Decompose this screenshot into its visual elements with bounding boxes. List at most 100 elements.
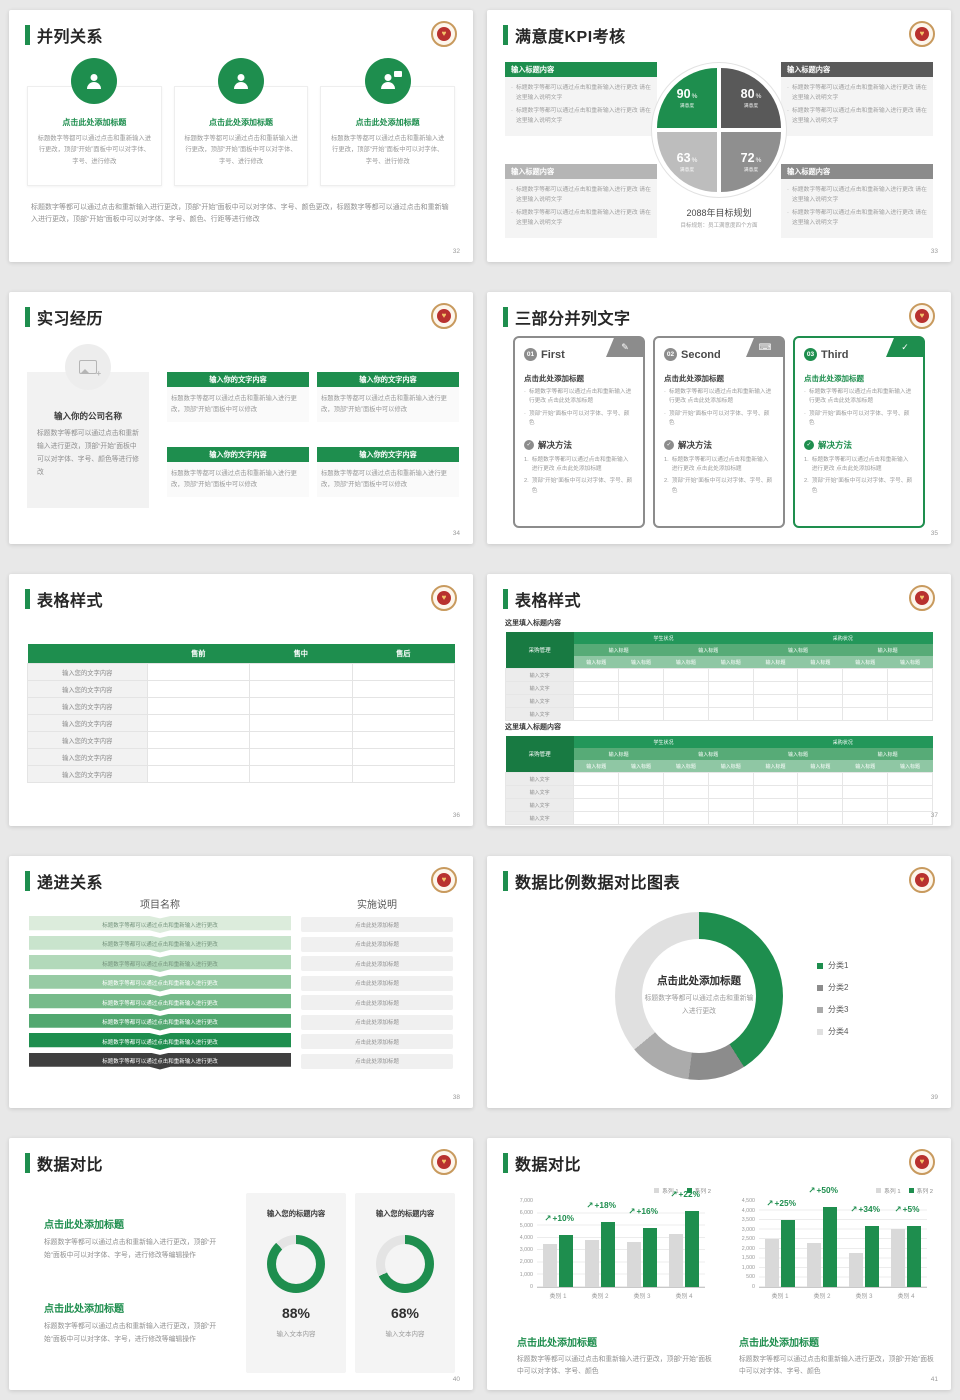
legend-swatch [817, 1006, 823, 1013]
page-title: 表格样式 [515, 593, 582, 610]
chevron-bar: 标题数字等都可以通过点击和重新输入进行更改 [29, 994, 291, 1011]
table-row: 输入文字 [504, 785, 933, 799]
table-row: 输入文字 [504, 707, 933, 721]
person-icon [218, 58, 264, 104]
check-icon: ✓ [804, 439, 814, 450]
sub-header: 输入标题 [797, 656, 843, 669]
legend-item: 分类1 [817, 960, 848, 971]
heart-icon: ♥ [437, 1155, 451, 1169]
card-title: 点击此处添加标题 [62, 118, 127, 127]
bar-group: ↗+34% [843, 1201, 885, 1287]
footer-paragraph: 标题数字等都可以通过点击和重新输入进行更改，顶部“开始”面板中可以对字体、字号、… [31, 204, 449, 224]
heart-icon: ♥ [915, 591, 929, 605]
card-body: 标题数字等都可以通过点击和重新输入进行更改，顶部“开始”面板中可以对字体、字号、… [37, 135, 151, 165]
growth-label: ↗+5% [894, 1203, 920, 1214]
page-title: 并列关系 [37, 29, 104, 46]
sub-header: 输入标题 [573, 656, 619, 669]
note-bar: 点击此处添加标题 [301, 1034, 453, 1049]
kpi-box-top-left: 输入标题内容 标题数字等都可以通过点击和重新输入进行更改 请在这里输入说明文字 … [505, 62, 657, 137]
table-caption: 这里填入标题内容 [505, 620, 561, 627]
up-arrow-icon: ↗ [544, 1213, 552, 1224]
card-body: 标题数字等都可以通过点击和重新输入进行更改，顶部“开始”面板中可以对字体、字号、… [184, 135, 298, 165]
text-box: 输入你的文字内容 标题数字等都可以通过点击和重新输入进行更改，顶部“开始”面板中… [167, 447, 309, 511]
procurement-table: 采购管理 学生状况 采购状况 输入标题 输入标题 输入标题 输入标题 输入标题 输入标题 输入标题… [504, 736, 933, 825]
text-block: 点击此处添加标题 标题数字等都可以通过点击和重新输入进行更改，顶部“开始”面板中… [517, 1338, 712, 1376]
gauge-chart [267, 1235, 325, 1293]
legend-swatch [817, 984, 823, 991]
row-stub: 采购管理 [505, 632, 574, 669]
chevron-list: 标题数字等都可以通过点击和重新输入进行更改 点击此处添加标题 标题数字等都可以通过点… [29, 916, 453, 1072]
page-title: 数据对比 [37, 1157, 104, 1174]
y-axis: 0 1,000 2,000 3,000 4,000 5,000 6,000 7,000 [519, 1198, 533, 1290]
bar-series2 [907, 1225, 921, 1287]
page-number: 32 [452, 248, 460, 255]
table-row: 输入文字 [504, 798, 933, 812]
feature-cards: 点击此处添加标题 标题数字等都可以通过点击和重新输入进行更改，顶部“开始”面板中… [27, 58, 456, 186]
chevron-bar: 标题数字等都可以通过点击和重新输入进行更改 [29, 1033, 291, 1050]
slide-40-data-comparison-gauges[interactable]: 数据对比 ♥ 点击此处添加标题 标题数字等都可以通过点击和重新输入进行更改，顶部… [9, 1138, 473, 1390]
table-row: 输入您的文字内容 [27, 680, 456, 698]
sub-header: 输入标题 [753, 656, 798, 669]
pie-slice: 90 满意度 [657, 68, 717, 128]
feature-card: 点击此处添加标题 标题数字等都可以通过点击和重新输入进行更改，顶部“开始”面板中… [320, 58, 456, 186]
heart-icon: ♥ [915, 873, 929, 887]
clipboard-pencil-icon: ✎ [606, 337, 644, 357]
growth-label: ↗+50% [808, 1184, 838, 1195]
sub-header: 输入标题 [573, 644, 664, 656]
up-arrow-icon: ↗ [894, 1203, 902, 1214]
bar-series1 [543, 1244, 557, 1287]
slide-header: 满意度KPI考核 [503, 23, 626, 47]
progress-row: 标题数字等都可以通过点击和重新输入进行更改 点击此处添加标题 [29, 1052, 453, 1070]
slide-38-progressive-relations[interactable]: 递进关系 ♥ 项目名称 实施说明 标题数字等都可以通过点击和重新输入进行更改 点击… [9, 856, 473, 1108]
legend-swatch [817, 962, 823, 969]
growth-label: ↗+16% [628, 1206, 658, 1217]
kpi-box-bottom-left: 输入标题内容 标题数字等都可以通过点击和重新输入进行更改 请在这里输入说明文字 … [505, 164, 657, 239]
slide-34-internship[interactable]: 实习经历 ♥ + 输入你的公司名称 标题数字等都可以通过点击和重新输入进行更改，… [9, 292, 473, 544]
kpi-box-bottom-right: 输入标题内容 标题数字等都可以通过点击和重新输入进行更改 请在这里输入说明文字 … [781, 164, 933, 239]
accent-bar [25, 871, 30, 891]
bar-group: ↗+25% [759, 1198, 801, 1287]
growth-label: ↗+22% [670, 1188, 700, 1199]
note-bar: 点击此处添加标题 [301, 975, 453, 991]
slide-37-table-style-complex[interactable]: 表格样式 ♥ 这里填入标题内容 采购管理 学生状况 采购状况 输入标题 输入标题 输入标题… [487, 574, 951, 826]
gauge-value: 88% [281, 1305, 311, 1321]
pie-ring [651, 62, 787, 198]
bar-series2 [685, 1210, 699, 1287]
slide-36-table-style[interactable]: 表格样式 ♥ 售前 售中 售后 输入您的文字内容 输入您的文字内容 输入您的文字内容 输入您… [9, 574, 473, 826]
growth-label: ↗+18% [586, 1199, 616, 1210]
up-arrow-icon: ↗ [586, 1199, 594, 1210]
folder-check-icon: ✓ [886, 337, 924, 357]
column-header: 售中 [249, 644, 353, 664]
bar-series2 [823, 1206, 837, 1287]
page-title: 满意度KPI考核 [515, 29, 626, 46]
table-row: 输入文字 [504, 681, 933, 695]
table-row: 输入您的文字内容 [27, 731, 456, 749]
sub-header: 输入标题 [708, 656, 754, 669]
legend-item: 系列 2 [908, 1186, 933, 1195]
slide-header: 数据对比 [25, 1151, 103, 1175]
table-row: 输入文字 [504, 811, 933, 825]
page-number: 36 [452, 812, 460, 819]
sub-header: 输入标题 [842, 760, 888, 773]
plot-area: ↗+10% ↗+18% ↗+16% ↗+22% [537, 1189, 705, 1288]
note-bar: 点击此处添加标题 [301, 956, 453, 971]
accent-bar [503, 25, 508, 45]
slide-32-parallel-relations[interactable]: 并列关系 ♥ 点击此处添加标题 标题数字等都可以通过点击和重新输入进行更改，顶部… [9, 10, 473, 262]
emblem-logo: ♥ [909, 303, 935, 329]
legend-item: 系列 1 [654, 1186, 679, 1195]
table-row: 输入您的文字内容 [27, 765, 456, 783]
accent-bar [503, 307, 508, 327]
slide-41-data-comparison-bars[interactable]: 数据对比 ♥ 系列 1 系列 2 0 1,000 2,000 3,000 4,000 5,00… [487, 1138, 951, 1390]
sub-header: 输入标题 [663, 748, 754, 760]
slide-33-kpi[interactable]: 满意度KPI考核 ♥ 输入标题内容 标题数字等都可以通过点击和重新输入进行更改 … [487, 10, 951, 262]
bar-group: ↗+18% [579, 1199, 621, 1287]
legend-swatch [686, 1188, 692, 1193]
table-row: 输入文字 [504, 668, 933, 682]
legend-swatch [654, 1188, 660, 1193]
slide-39-donut-chart[interactable]: 数据比例数据对比图表 ♥ 点击此处添加标题 标题数字等都可以通过点击和重新输入进… [487, 856, 951, 1108]
pie-slice: 80 满意度 [721, 68, 781, 128]
bar-series1 [891, 1228, 905, 1287]
